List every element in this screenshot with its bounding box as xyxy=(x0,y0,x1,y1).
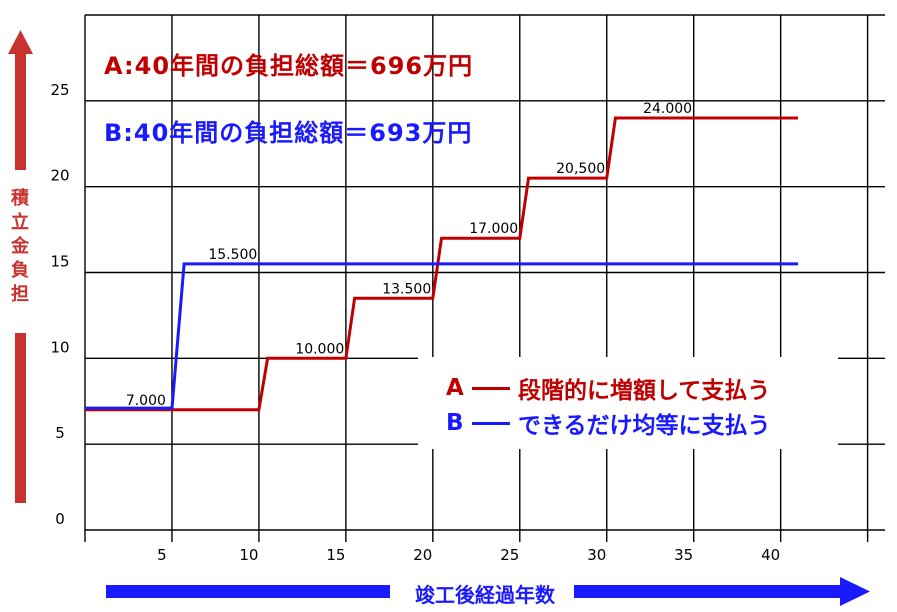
series-line-a xyxy=(85,116,798,412)
legend-line-a xyxy=(472,386,510,390)
legend-text-b: できるだけ均等に支払う xyxy=(518,413,771,439)
y-axis-arrow-shaft xyxy=(15,52,26,170)
x-tick-label: 5 xyxy=(157,546,167,564)
legend-key-b: B xyxy=(446,410,464,436)
data-label: 17.000 xyxy=(469,221,518,237)
x-axis-arrow-shaft xyxy=(574,585,842,598)
series-line-b xyxy=(85,262,798,410)
y-axis-label-char: 担 xyxy=(11,284,29,305)
data-label: 7.000 xyxy=(126,393,166,409)
x-tick-label: 20 xyxy=(413,546,432,564)
y-axis-label-char: 立 xyxy=(11,212,29,233)
x-tick-label: 15 xyxy=(326,546,345,564)
x-tick-label: 35 xyxy=(674,546,693,564)
x-tick-label: 40 xyxy=(761,546,780,564)
y-axis-label-char: 負 xyxy=(11,260,29,281)
y-axis-label-char: 金 xyxy=(11,236,29,257)
data-label: 10.000 xyxy=(295,341,344,357)
legend: A 段階的に増額して支払う B できるだけ均等に支払う xyxy=(418,357,838,449)
y-tick-label: 25 xyxy=(50,81,69,99)
data-label: 24.000 xyxy=(643,101,692,117)
y-tick-label: 5 xyxy=(55,424,65,442)
x-axis-arrow-head xyxy=(840,577,870,606)
x-axis-arrow-tail xyxy=(106,585,390,598)
y-axis-arrow-tail xyxy=(15,333,26,503)
y-tick-label: 10 xyxy=(50,338,69,356)
y-axis-label-char: 積 xyxy=(11,188,29,209)
y-tick-label: 20 xyxy=(50,167,69,185)
chart-title-a: A:40年間の負担総額＝696万円 xyxy=(104,52,474,80)
data-label: 20,500 xyxy=(556,161,605,177)
y-axis-arrow-head xyxy=(8,30,33,54)
legend-item-a: A 段階的に増額して支払う xyxy=(446,371,770,405)
legend-line-b xyxy=(472,421,510,425)
y-tick-label: 15 xyxy=(50,253,69,271)
data-label: 15.500 xyxy=(208,247,257,263)
legend-text-a: 段階的に増額して支払う xyxy=(518,378,771,404)
y-axis-label: 積立金負担 xyxy=(5,187,35,307)
y-tick-label: 0 xyxy=(55,510,65,528)
x-tick-label: 25 xyxy=(500,546,519,564)
data-label: 13.500 xyxy=(382,281,431,297)
x-axis-label: 竣工後経過年数 xyxy=(415,583,555,607)
chart-title-b: B:40年間の負担総額＝693万円 xyxy=(104,119,473,147)
x-tick-label: 30 xyxy=(587,546,606,564)
x-tick-label: 10 xyxy=(239,546,258,564)
legend-key-a: A xyxy=(446,375,464,401)
legend-item-b: B できるだけ均等に支払う xyxy=(446,406,771,440)
